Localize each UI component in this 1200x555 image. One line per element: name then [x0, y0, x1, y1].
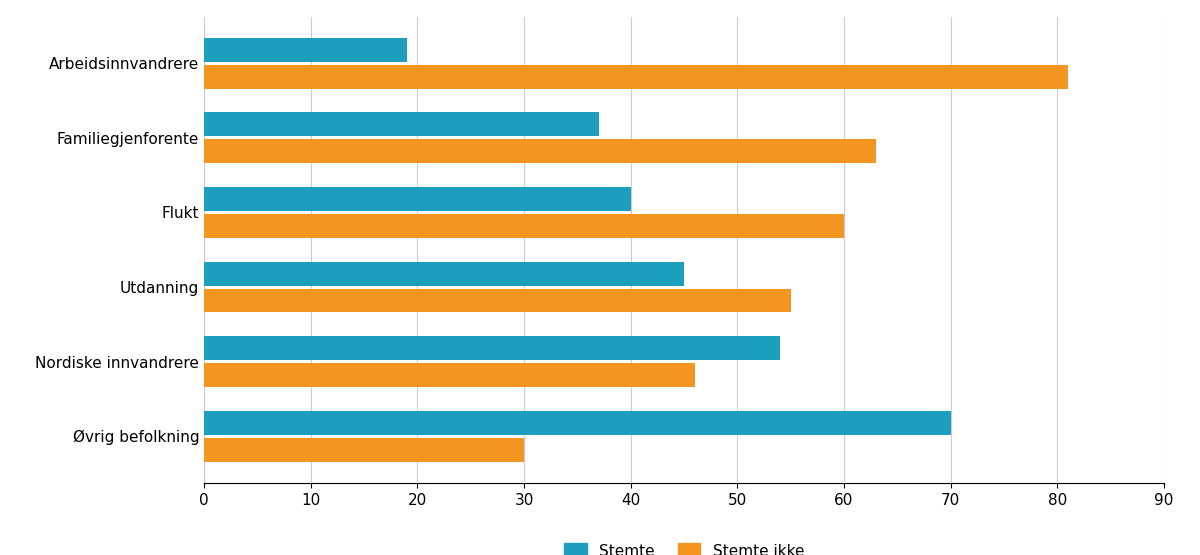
Bar — [204, 139, 876, 163]
Bar — [204, 38, 407, 62]
Bar — [204, 336, 780, 360]
Legend: Stemte, Stemte ikke: Stemte, Stemte ikke — [558, 537, 810, 555]
Bar — [204, 113, 599, 137]
Bar — [204, 214, 844, 238]
Bar — [204, 65, 1068, 89]
Bar — [204, 262, 684, 286]
Bar — [204, 289, 791, 312]
Bar — [204, 187, 631, 211]
Bar — [204, 411, 950, 435]
Bar — [204, 363, 695, 387]
Bar — [204, 438, 524, 462]
